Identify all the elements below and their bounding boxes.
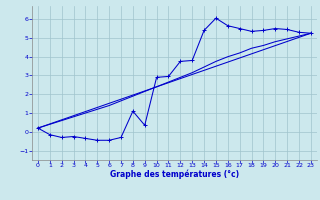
X-axis label: Graphe des températures (°c): Graphe des températures (°c): [110, 170, 239, 179]
